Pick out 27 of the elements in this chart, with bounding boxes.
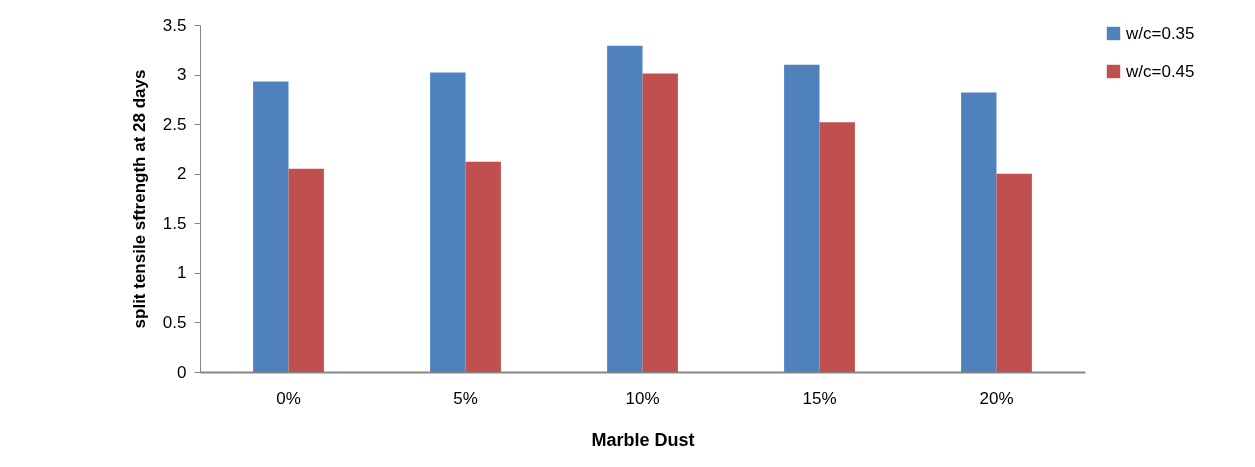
- x-tick-label: 0%: [276, 388, 301, 408]
- y-axis-title: split tensile sftrength at 28 days: [129, 69, 149, 329]
- bar: [430, 72, 466, 372]
- bar: [642, 73, 678, 372]
- bar: [253, 81, 289, 372]
- y-tick-label: 2: [177, 164, 187, 184]
- bar: [961, 92, 997, 372]
- y-tick-label: 1.5: [162, 213, 187, 233]
- y-tick-label: 3: [177, 65, 187, 85]
- bar: [465, 161, 501, 372]
- x-tick-label: 20%: [979, 388, 1014, 408]
- y-tick-label: 2.5: [162, 114, 187, 134]
- bar: [996, 173, 1032, 372]
- y-tick-label: 0.5: [162, 312, 187, 332]
- legend-label: w/c=0.35: [1125, 23, 1195, 43]
- x-axis-title: Marble Dust: [591, 429, 695, 450]
- y-tick-label: 0: [177, 362, 187, 382]
- x-tick-label: 5%: [453, 388, 478, 408]
- x-tick-label: 15%: [802, 388, 837, 408]
- x-tick-label: 10%: [625, 388, 660, 408]
- bar: [288, 168, 324, 372]
- bar: [784, 64, 820, 372]
- bar: [607, 45, 643, 372]
- y-tick-label: 1: [177, 263, 187, 283]
- bar: [819, 122, 855, 372]
- y-tick-label: 3.5: [162, 15, 187, 35]
- legend-label: w/c=0.45: [1125, 61, 1195, 81]
